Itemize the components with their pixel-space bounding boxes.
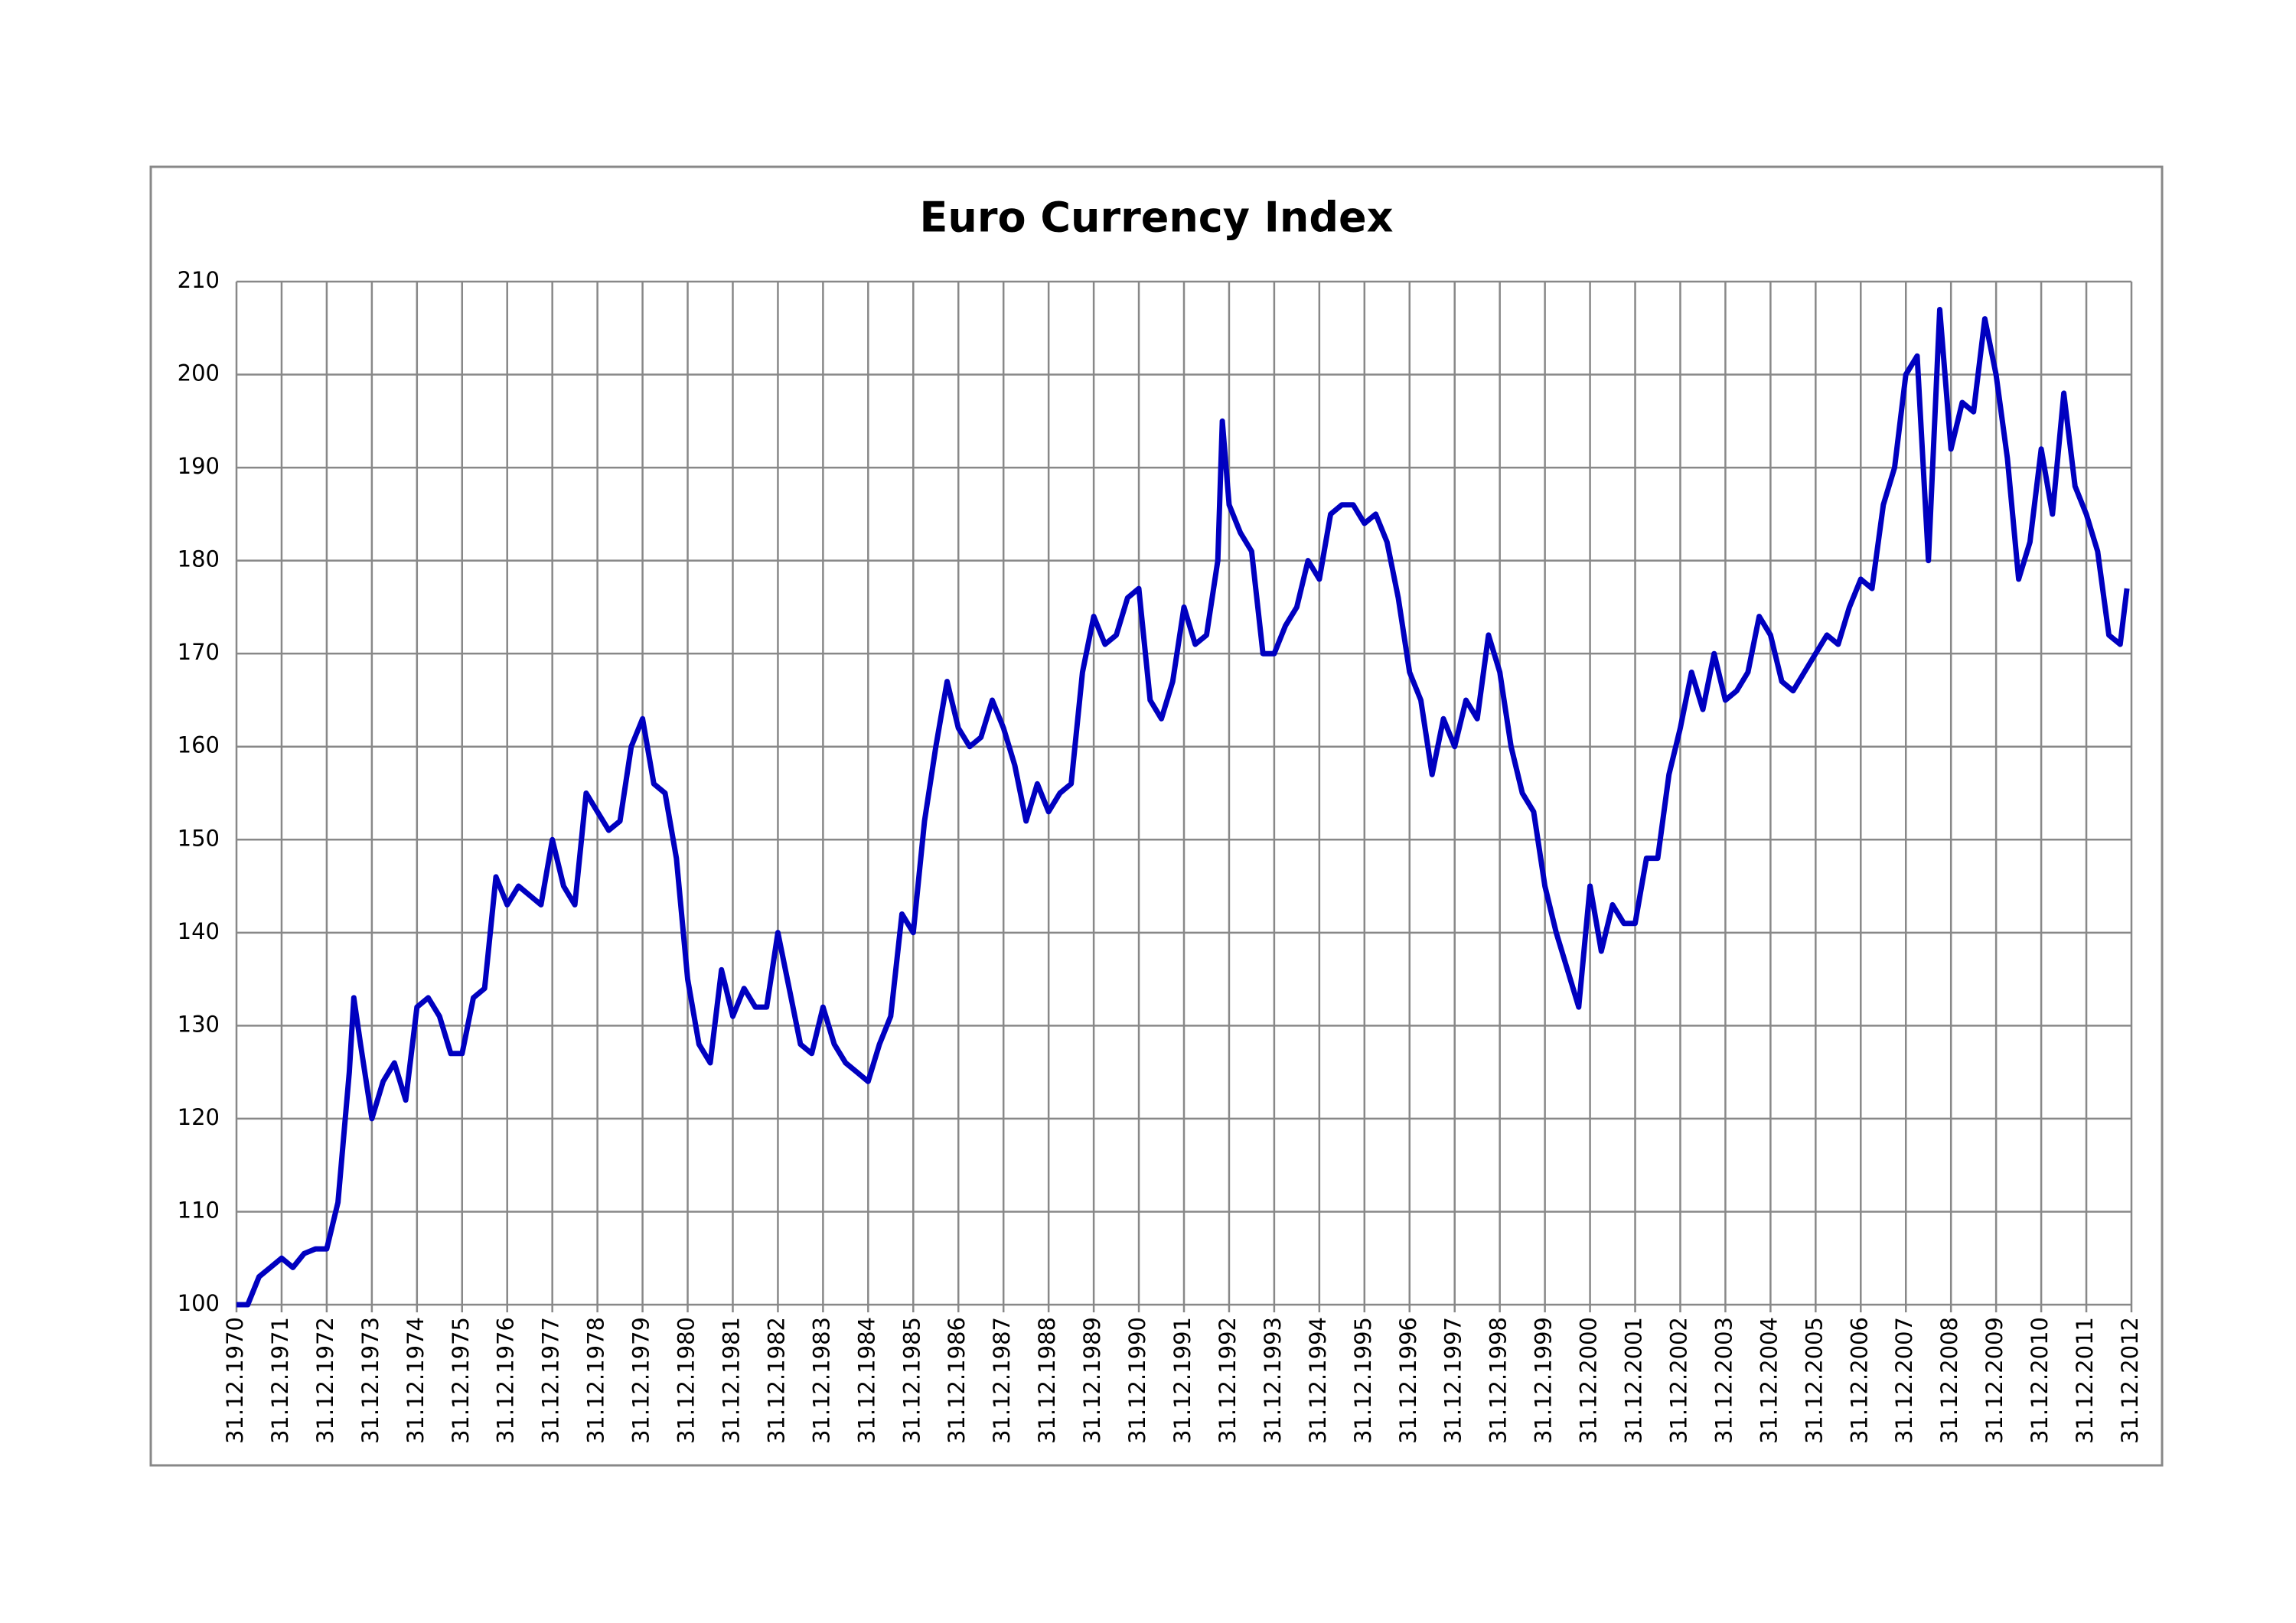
x-tick-label: 31.12.1980 <box>673 1317 700 1444</box>
x-tick-label: 31.12.1994 <box>1305 1317 1331 1444</box>
x-tick-label: 31.12.1983 <box>808 1317 834 1444</box>
x-tick-label: 31.12.1984 <box>853 1317 879 1444</box>
y-tick-label: 140 <box>178 918 220 944</box>
y-tick-label: 200 <box>178 360 220 386</box>
x-tick-label: 31.12.1977 <box>538 1317 564 1444</box>
x-tick-label: 31.12.1999 <box>1531 1317 1557 1444</box>
chart-title: Euro Currency Index <box>920 194 1394 242</box>
x-tick-label: 31.12.1970 <box>222 1317 248 1444</box>
x-tick-label: 31.12.1991 <box>1169 1317 1195 1444</box>
x-tick-label: 31.12.1971 <box>267 1317 293 1444</box>
x-tick-label: 31.12.1997 <box>1440 1317 1466 1444</box>
y-tick-label: 170 <box>178 639 220 665</box>
x-tick-label: 31.12.2008 <box>1936 1317 1962 1444</box>
x-tick-label: 31.12.1989 <box>1079 1317 1105 1444</box>
chart-frame <box>149 165 2164 1467</box>
y-tick-label: 150 <box>178 825 220 851</box>
x-tick-label: 31.12.2005 <box>1801 1317 1827 1444</box>
y-tick-label: 100 <box>178 1290 220 1316</box>
y-tick-label: 130 <box>178 1011 220 1037</box>
x-tick-label: 31.12.1990 <box>1124 1317 1150 1444</box>
x-tick-label: 31.12.1975 <box>448 1317 474 1444</box>
x-tick-label: 31.12.1987 <box>989 1317 1015 1444</box>
x-tick-label: 31.12.1978 <box>583 1317 609 1444</box>
x-tick-label: 31.12.2004 <box>1756 1317 1782 1444</box>
x-tick-label: 31.12.1993 <box>1260 1317 1286 1444</box>
x-tick-label: 31.12.2012 <box>2117 1317 2143 1444</box>
x-tick-label: 31.12.2011 <box>2072 1317 2098 1444</box>
y-tick-label: 120 <box>178 1104 220 1130</box>
x-tick-label: 31.12.1974 <box>403 1317 429 1444</box>
y-tick-label: 160 <box>178 732 220 758</box>
x-tick-label: 31.12.1981 <box>718 1317 744 1444</box>
x-tick-label: 31.12.1979 <box>628 1317 654 1444</box>
x-tick-label: 31.12.2002 <box>1665 1317 1691 1444</box>
x-tick-label: 31.12.1973 <box>357 1317 383 1444</box>
y-tick-label: 180 <box>178 546 220 572</box>
x-tick-label: 31.12.2006 <box>1846 1317 1872 1444</box>
x-tick-label: 31.12.1988 <box>1034 1317 1060 1444</box>
y-tick-label: 190 <box>178 453 220 479</box>
x-tick-label: 31.12.2009 <box>1981 1317 2007 1444</box>
x-tick-label: 31.12.1992 <box>1215 1317 1241 1444</box>
x-tick-label: 31.12.1998 <box>1486 1317 1512 1444</box>
x-tick-label: 31.12.1976 <box>493 1317 519 1444</box>
x-tick-label: 31.12.1985 <box>899 1317 925 1444</box>
x-tick-label: 31.12.1996 <box>1395 1317 1421 1444</box>
data-line <box>236 307 2130 1308</box>
x-tick-label: 31.12.1972 <box>312 1317 338 1444</box>
y-tick-label: 110 <box>178 1197 220 1223</box>
x-tick-label: 31.12.2000 <box>1576 1317 1602 1444</box>
x-tick-label: 31.12.1982 <box>763 1317 789 1444</box>
x-tick-label: 31.12.1995 <box>1350 1317 1376 1444</box>
x-tick-label: 31.12.2001 <box>1621 1317 1647 1444</box>
x-tick-label: 31.12.2010 <box>2027 1317 2053 1444</box>
y-tick-label: 210 <box>178 267 220 293</box>
x-tick-label: 31.12.1986 <box>944 1317 970 1444</box>
x-tick-label: 31.12.2007 <box>1891 1317 1917 1444</box>
x-tick-label: 31.12.2003 <box>1711 1317 1737 1444</box>
